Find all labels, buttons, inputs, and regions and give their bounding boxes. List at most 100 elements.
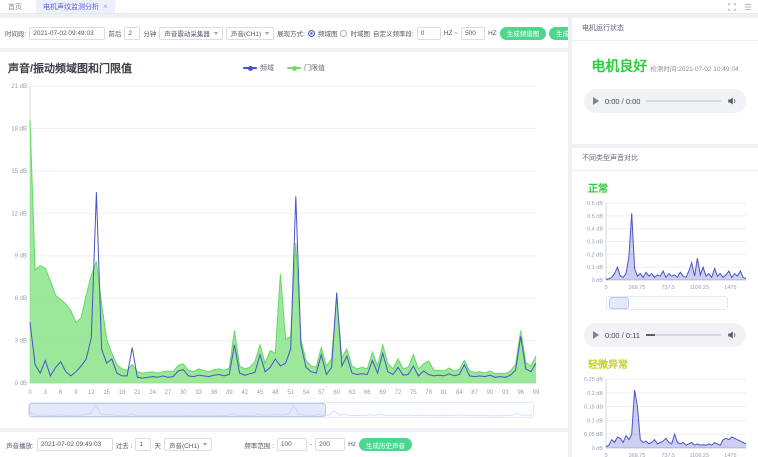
play-icon[interactable] bbox=[593, 97, 599, 105]
playback-time-input[interactable] bbox=[36, 438, 113, 451]
radio-frequency-domain[interactable] bbox=[307, 29, 315, 37]
svg-text:30: 30 bbox=[180, 390, 187, 396]
topbar-actions bbox=[728, 2, 752, 11]
svg-text:99: 99 bbox=[533, 390, 540, 396]
normal-datazoom-slider[interactable] bbox=[606, 296, 728, 310]
svg-text:6 dB: 6 dB bbox=[15, 296, 27, 302]
legend-threshold-label: 门限值 bbox=[304, 65, 325, 72]
channel-select[interactable]: 声音(CH1) bbox=[225, 26, 275, 40]
svg-text:12: 12 bbox=[88, 390, 95, 396]
player-time: 0:00 / 0:00 bbox=[605, 96, 641, 106]
nav-home[interactable]: 首页 bbox=[8, 3, 22, 11]
chevron-down-icon bbox=[213, 31, 218, 35]
svg-text:36: 36 bbox=[211, 390, 218, 396]
svg-text:12 dB: 12 dB bbox=[11, 211, 27, 217]
volume-icon[interactable] bbox=[727, 330, 737, 340]
top-tab-bar: 首页 电机声纹监测分析 × bbox=[0, 0, 758, 14]
playback-channel-select[interactable]: 声音(CH1) bbox=[163, 438, 213, 451]
past-days-input[interactable] bbox=[135, 438, 152, 451]
svg-text:3: 3 bbox=[44, 390, 48, 396]
svg-text:9: 9 bbox=[74, 390, 78, 396]
radio-time-domain[interactable] bbox=[340, 29, 348, 37]
legend-frequency-marker bbox=[243, 65, 257, 71]
datazoom-slider[interactable] bbox=[28, 402, 534, 418]
svg-text:69: 69 bbox=[379, 390, 386, 396]
freq-from-input[interactable] bbox=[416, 26, 441, 40]
generate-spectrum-button[interactable]: 生成频谱图 bbox=[499, 26, 547, 40]
play-icon[interactable] bbox=[593, 331, 599, 339]
radio-frequency-domain-label: 频域图 bbox=[317, 31, 338, 38]
time-range-label: 时间段: bbox=[5, 31, 27, 38]
around-minutes-input[interactable] bbox=[124, 26, 141, 40]
svg-text:0.5 dB: 0.5 dB bbox=[587, 214, 603, 220]
motor-status-card: 电机运行状态 电机良好 检测时间:2021-07-02 10:49:04 0:00… bbox=[572, 18, 758, 144]
sound-playback-bar: 声音播放: 过去 : 天 声音(CH1) 频率范围 : - Hz 生成历史声音 bbox=[0, 432, 568, 457]
svg-text:18 dB: 18 dB bbox=[11, 126, 27, 132]
range-from-input[interactable] bbox=[276, 438, 307, 451]
svg-text:1106.25: 1106.25 bbox=[690, 453, 709, 457]
hz-tilde-label: HZ ~ bbox=[443, 29, 459, 37]
svg-text:0.4 dB: 0.4 dB bbox=[587, 227, 603, 233]
collector-select-value: 声音震动采集器 bbox=[164, 31, 210, 38]
display-mode-label: 展现方式: bbox=[277, 31, 305, 38]
svg-text:87: 87 bbox=[471, 390, 478, 396]
audio-player-current[interactable]: 0:00 / 0:00 bbox=[584, 89, 746, 113]
range-to-input[interactable] bbox=[315, 438, 346, 451]
svg-text:60: 60 bbox=[333, 390, 340, 396]
svg-text:0: 0 bbox=[28, 390, 32, 396]
collector-select[interactable]: 声音震动采集器 bbox=[159, 26, 223, 40]
svg-text:54: 54 bbox=[303, 390, 310, 396]
motor-status-line: 电机良好 检测时间:2021-07-02 10:49:04 bbox=[572, 56, 758, 76]
svg-text:39: 39 bbox=[226, 390, 233, 396]
motor-status-value: 电机良好 bbox=[591, 58, 648, 74]
tab-motor-analysis[interactable]: 电机声纹监测分析 × bbox=[36, 0, 115, 13]
player-progress-done bbox=[645, 334, 655, 336]
slight-abnormal-title: 轻微异常 bbox=[588, 360, 628, 371]
normal-sound-chart: 0.6 dB 0.5 dB 0.4 dB 0.3 dB 0.2 dB 0.1 dB 0 dB… bbox=[576, 199, 754, 291]
sound-comparison-card: 不同类型声音对比 正常 0.6 dB 0.5 dB 0.4 dB 0.3 dB 0.2 … bbox=[572, 148, 758, 457]
svg-text:0.3 dB: 0.3 dB bbox=[587, 240, 603, 246]
generate-history-sound-button[interactable]: 生成历史声音 bbox=[359, 438, 413, 451]
svg-text:51: 51 bbox=[287, 390, 294, 396]
chart-legend: 频域 门限值 bbox=[243, 63, 325, 73]
svg-text:33: 33 bbox=[195, 390, 202, 396]
player-progress-track[interactable] bbox=[645, 334, 721, 336]
svg-text:0.1 dB: 0.1 dB bbox=[587, 265, 603, 271]
svg-text:75: 75 bbox=[410, 390, 417, 396]
svg-text:0.15 dB: 0.15 dB bbox=[584, 405, 603, 411]
svg-text:1475: 1475 bbox=[724, 453, 736, 457]
datazoom-selection[interactable] bbox=[29, 403, 327, 417]
time-range-input[interactable] bbox=[29, 26, 106, 40]
svg-text:0 dB: 0 dB bbox=[592, 446, 604, 452]
svg-text:21 dB: 21 dB bbox=[11, 84, 27, 90]
svg-text:0 dB: 0 dB bbox=[592, 278, 604, 284]
svg-text:18: 18 bbox=[119, 390, 126, 396]
custom-band-label: 自定义频率段: bbox=[372, 31, 414, 38]
svg-text:45: 45 bbox=[257, 390, 264, 396]
svg-text:0: 0 bbox=[604, 453, 607, 457]
fullscreen-icon[interactable] bbox=[728, 2, 736, 11]
svg-text:1475: 1475 bbox=[724, 285, 736, 291]
legend-threshold[interactable]: 门限值 bbox=[287, 63, 325, 73]
menu-icon[interactable] bbox=[744, 3, 752, 11]
svg-text:21: 21 bbox=[134, 390, 141, 396]
player-progress-track[interactable] bbox=[646, 100, 721, 102]
legend-frequency-label: 频域 bbox=[260, 65, 274, 72]
freq-to-input[interactable] bbox=[461, 26, 486, 40]
chevron-down-icon bbox=[203, 443, 208, 446]
svg-text:48: 48 bbox=[272, 390, 279, 396]
volume-icon[interactable] bbox=[727, 96, 737, 106]
close-icon[interactable]: × bbox=[103, 1, 108, 11]
audio-player-normal[interactable]: 0:00 / 0:11 bbox=[584, 323, 746, 347]
normal-datazoom-selection[interactable] bbox=[609, 297, 629, 309]
svg-text:96: 96 bbox=[517, 390, 524, 396]
main-spectrum-chart: 21 dB 18 dB 15 dB 12 dB 9 dB 6 dB 3 dB 0 dB 0 3 6 9… bbox=[2, 78, 544, 396]
legend-frequency[interactable]: 频域 bbox=[243, 63, 274, 73]
hz-label: Hz bbox=[348, 441, 357, 448]
svg-text:368.75: 368.75 bbox=[629, 453, 646, 457]
query-toolbar: 时间段: 前后 分钟 声音震动采集器 声音(CH1) 展现方式: 频域图 时域图… bbox=[0, 18, 568, 48]
motor-status-header: 电机运行状态 bbox=[572, 18, 758, 41]
normal-sound-title: 正常 bbox=[588, 184, 608, 195]
